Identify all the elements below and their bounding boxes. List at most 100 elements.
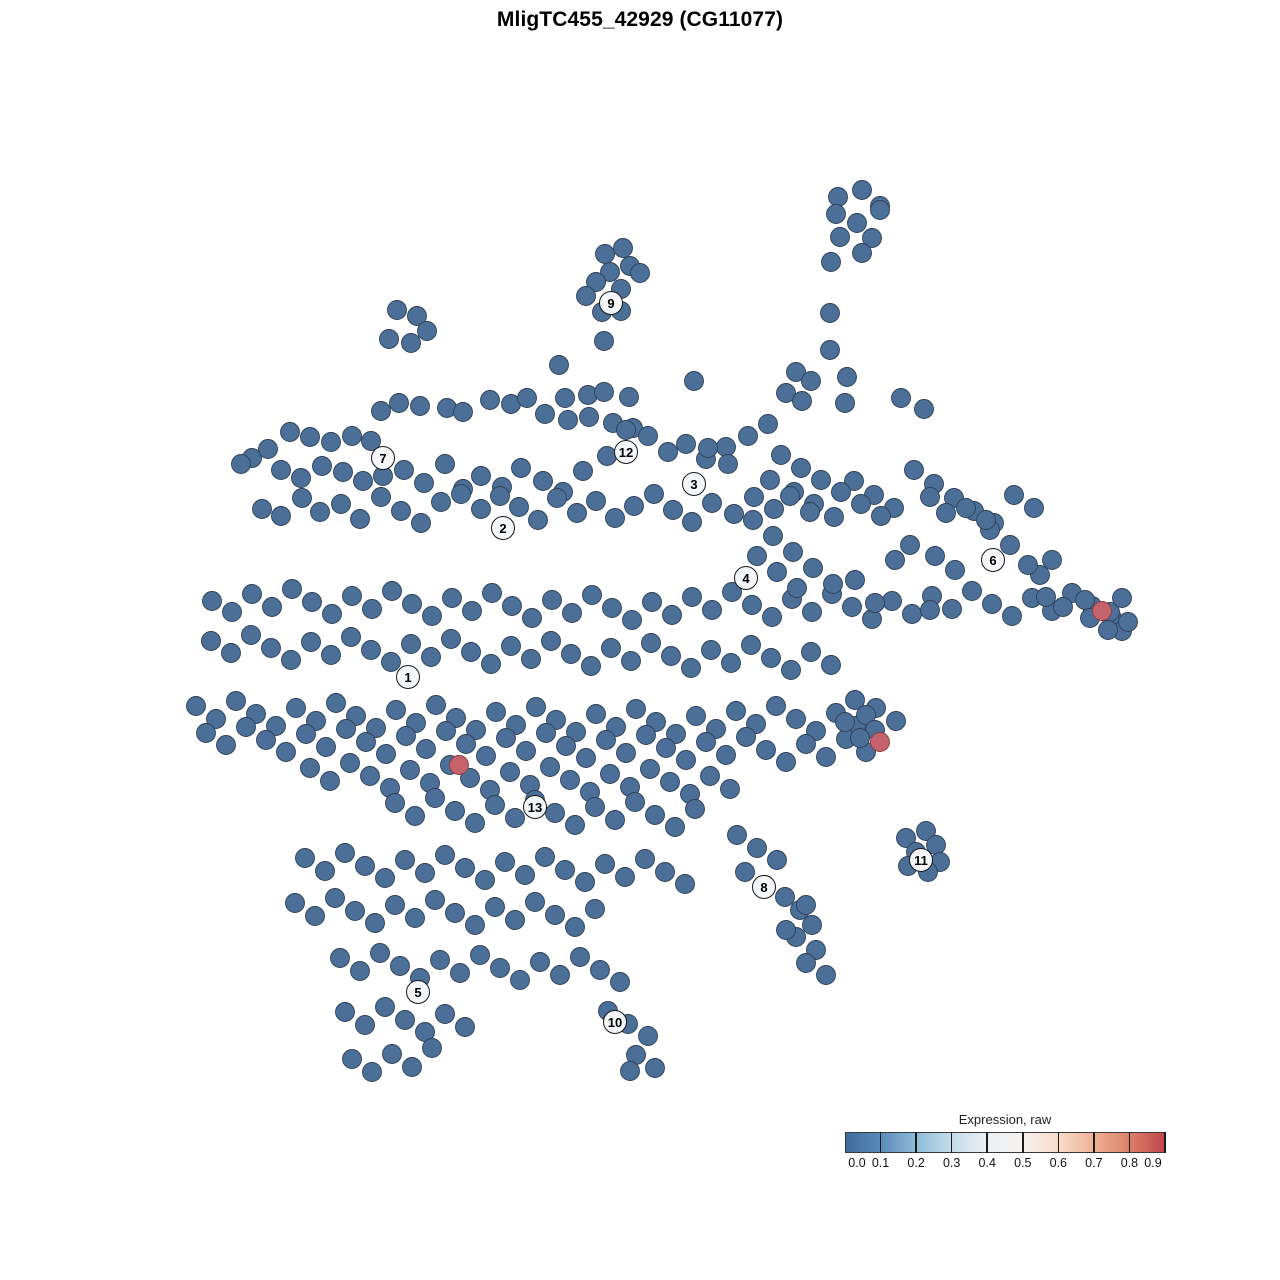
cluster-label-4[interactable]: 4 [734,566,758,590]
data-point [787,578,807,598]
data-point [735,862,755,882]
data-point [445,903,465,923]
data-point [1000,535,1020,555]
data-point [596,730,616,750]
data-point [410,396,430,416]
cluster-label-12[interactable]: 12 [614,440,638,464]
data-point [490,958,510,978]
data-point [316,737,336,757]
data-point [616,420,636,440]
data-point [400,760,420,780]
data-point [566,722,586,742]
data-point [638,1026,658,1046]
data-point [505,910,525,930]
colorbar-wrap [845,1132,1166,1153]
data-point [1042,550,1062,570]
data-point [720,779,740,799]
data-point [256,730,276,750]
data-point [562,603,582,623]
page-title: MligTC455_42929 (CG11077) [496,8,784,31]
data-point [624,496,644,516]
cluster-label-7[interactable]: 7 [371,446,395,470]
data-point [455,858,475,878]
cluster-label-5[interactable]: 5 [406,980,430,1004]
colorbar-tick-0.8 [1128,1132,1131,1153]
data-point [826,204,846,224]
data-point [1098,620,1118,640]
cluster-label-2[interactable]: 2 [491,516,515,540]
data-point [663,500,683,520]
data-point [495,852,515,872]
data-point [802,915,822,935]
data-point [521,649,541,669]
data-point [776,752,796,772]
data-point [682,512,702,532]
cluster-label-8[interactable]: 8 [752,875,776,899]
cluster-label-13[interactable]: 13 [523,795,547,819]
colorbar-tick-0.7 [1093,1132,1095,1153]
data-point [662,605,682,625]
data-point [511,458,531,478]
data-point [781,660,801,680]
data-point [271,506,291,526]
data-point [435,845,455,865]
data-point [811,470,831,490]
data-point [573,461,593,481]
cluster-label-3[interactable]: 3 [682,472,706,496]
data-point [602,598,622,618]
legend-title: Expression, raw [958,1112,1052,1127]
data-point [831,482,851,502]
cluster-label-9[interactable]: 9 [599,291,623,315]
data-points-group [186,180,1138,1082]
data-point [645,1058,665,1078]
data-point [390,956,410,976]
data-point [402,594,422,614]
data-point [676,750,696,770]
data-point [685,799,705,819]
data-point [541,631,561,651]
data-point [565,917,585,937]
data-point [556,736,576,756]
data-point [271,460,291,480]
data-point [335,843,355,863]
data-point-high-expression [870,732,890,752]
data-point [470,945,490,965]
data-point [956,498,976,518]
data-point [461,642,481,662]
data-point [415,863,435,883]
data-point [517,388,537,408]
cluster-label-11[interactable]: 11 [909,848,933,872]
data-point [824,507,844,527]
data-point [394,460,414,480]
data-point [315,861,335,881]
data-point [202,591,222,611]
data-point [945,560,965,580]
data-point [801,371,821,391]
data-point [802,602,822,622]
data-point [936,503,956,523]
data-point [845,570,865,590]
data-point [375,997,395,1017]
data-point [396,726,416,746]
data-point [718,454,738,474]
data-point [321,432,341,452]
data-point [698,438,718,458]
data-point [786,362,806,382]
data-point [325,888,345,908]
data-point [976,510,996,530]
data-point [1053,597,1073,617]
data-point [196,723,216,743]
data-point [582,585,602,605]
cluster-label-1[interactable]: 1 [396,665,420,689]
data-point [665,817,685,837]
data-point [625,792,645,812]
data-point [761,648,781,668]
data-point [792,391,812,411]
data-point [902,604,922,624]
cluster-label-6[interactable]: 6 [981,548,1005,572]
data-point [796,895,816,915]
data-point [201,631,221,651]
cluster-label-10[interactable]: 10 [603,1010,627,1034]
data-point [900,535,920,555]
